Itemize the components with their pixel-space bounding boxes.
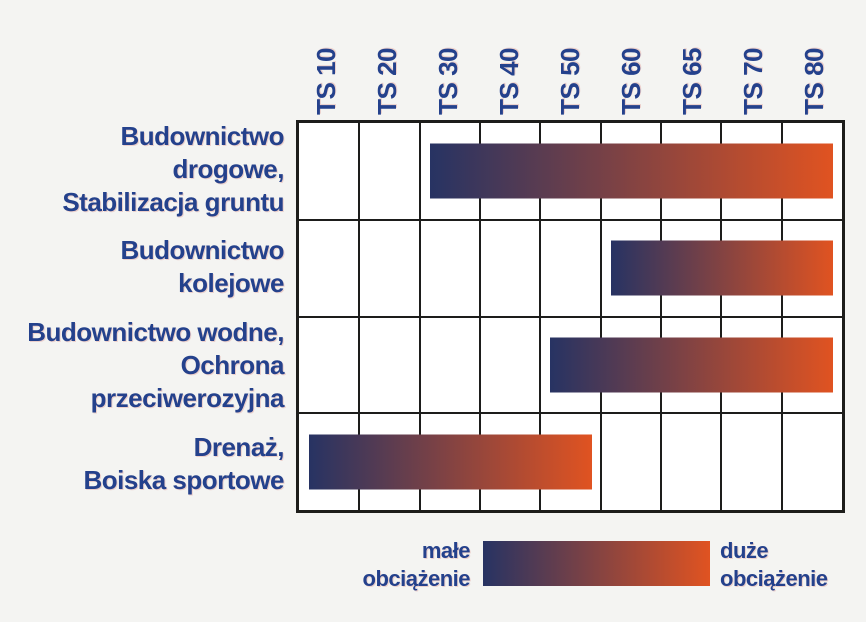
grid-hline bbox=[299, 218, 842, 221]
column-header-label: TS 50 bbox=[555, 48, 585, 115]
row-label-line: Boiska sportowe bbox=[83, 464, 284, 495]
grid-hline bbox=[299, 412, 842, 415]
grid-row bbox=[299, 123, 842, 220]
column-header-label: TS 10 bbox=[311, 48, 341, 115]
row-label-line: Budownictwo wodne, bbox=[27, 317, 284, 348]
range-bar-ts-10-to-ts-50 bbox=[309, 434, 592, 490]
row-label-line: Drenaż, bbox=[193, 431, 285, 462]
column-header-ts-60: TS 60 bbox=[601, 32, 662, 115]
column-header-label: TS 40 bbox=[494, 48, 524, 115]
row-label-line: Stabilizacja gruntu bbox=[62, 186, 284, 217]
column-header-label: TS 65 bbox=[677, 48, 707, 115]
column-header-ts-40: TS 40 bbox=[479, 32, 540, 115]
row-label-line: Budownictwo bbox=[120, 120, 285, 151]
row-label-line: Ochrona bbox=[180, 350, 285, 381]
legend-label-small-load: małe obciążenie bbox=[362, 537, 471, 593]
row-label-line: Budownictwo bbox=[120, 235, 285, 266]
row-label-line: przeciwerozyjna bbox=[90, 383, 285, 414]
column-header-ts-65: TS 65 bbox=[662, 32, 723, 115]
row-label-line: drogowe, bbox=[172, 153, 284, 184]
column-header-ts-20: TS 20 bbox=[357, 32, 418, 115]
legend-label-line: obciążenie bbox=[362, 566, 471, 591]
column-header-label: TS 80 bbox=[799, 48, 829, 115]
row-label-line: kolejowe bbox=[178, 268, 284, 299]
grid-row bbox=[299, 413, 842, 510]
grid-hline bbox=[299, 315, 842, 318]
range-bar-ts-50-to-ts-80 bbox=[550, 337, 833, 393]
column-header-ts-30: TS 30 bbox=[418, 32, 479, 115]
legend-label-line: obciążenie bbox=[720, 566, 828, 591]
grid-row bbox=[299, 220, 842, 317]
column-header-ts-70: TS 70 bbox=[723, 32, 784, 115]
column-header-label: TS 20 bbox=[372, 48, 402, 115]
row-label-budownictwo: Budownictwo drogowe, Stabilizacja gruntu bbox=[0, 120, 284, 218]
column-header-ts-10: TS 10 bbox=[296, 32, 357, 115]
row-label-budownictwo: Budownictwo kolejowe bbox=[0, 218, 285, 316]
legend-gradient-bar bbox=[483, 541, 710, 586]
legend-label-large-load: duże obciążenie bbox=[720, 537, 828, 593]
legend-label-line: małe bbox=[421, 538, 471, 563]
column-header-label: TS 30 bbox=[433, 48, 463, 115]
column-header-ts-80: TS 80 bbox=[784, 32, 845, 115]
column-header-label: TS 60 bbox=[616, 48, 646, 115]
column-header-ts-50: TS 50 bbox=[540, 32, 601, 115]
legend-label-line: duże bbox=[720, 538, 769, 563]
row-label-budownictwo-wodne,: Budownictwo wodne, Ochrona przeciwerozyjna bbox=[0, 317, 284, 415]
column-header-label: TS 70 bbox=[738, 48, 768, 115]
range-bar-ts-30-to-ts-80 bbox=[429, 143, 833, 199]
chart-grid bbox=[296, 120, 845, 513]
grid-row bbox=[299, 317, 842, 414]
row-label-drenaż,: Drenaż, Boiska sportowe bbox=[0, 415, 284, 513]
range-bar-ts-60-to-ts-80 bbox=[610, 240, 833, 296]
